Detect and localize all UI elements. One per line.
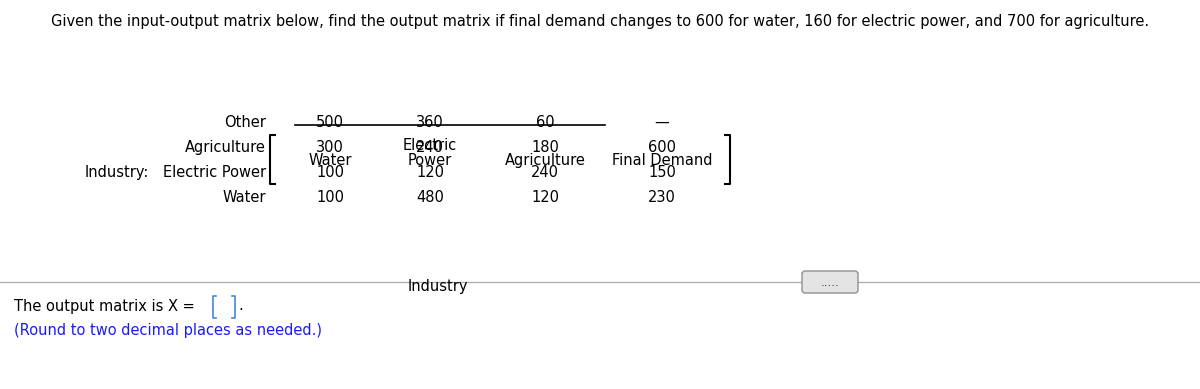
Text: 100: 100 <box>316 165 344 179</box>
Text: 500: 500 <box>316 114 344 130</box>
Text: The output matrix is X =: The output matrix is X = <box>14 298 194 314</box>
Text: .: . <box>238 298 242 314</box>
Text: 480: 480 <box>416 189 444 205</box>
Text: Industry:: Industry: <box>85 165 149 179</box>
Text: .....: ..... <box>821 275 839 289</box>
Text: 180: 180 <box>532 140 559 154</box>
FancyBboxPatch shape <box>802 271 858 293</box>
Text: Agriculture: Agriculture <box>185 140 266 154</box>
Text: Industry: Industry <box>407 279 468 294</box>
Text: Water: Water <box>222 189 266 205</box>
Text: 230: 230 <box>648 189 676 205</box>
Text: Electric Power: Electric Power <box>163 165 266 179</box>
Text: 360: 360 <box>416 114 444 130</box>
Text: 120: 120 <box>416 165 444 179</box>
Text: 120: 120 <box>530 189 559 205</box>
Text: 600: 600 <box>648 140 676 154</box>
Text: Final Demand: Final Demand <box>612 153 713 168</box>
Text: Electric: Electric <box>403 138 457 153</box>
Text: 150: 150 <box>648 165 676 179</box>
Text: —: — <box>655 114 670 130</box>
Text: 240: 240 <box>530 165 559 179</box>
Text: Power: Power <box>408 153 452 168</box>
Text: 100: 100 <box>316 189 344 205</box>
Text: 60: 60 <box>535 114 554 130</box>
Text: Water: Water <box>308 153 352 168</box>
Text: 240: 240 <box>416 140 444 154</box>
Text: (Round to two decimal places as needed.): (Round to two decimal places as needed.) <box>14 324 322 338</box>
Text: Other: Other <box>224 114 266 130</box>
Text: Agriculture: Agriculture <box>504 153 586 168</box>
Text: 300: 300 <box>316 140 344 154</box>
Text: Given the input-output matrix below, find the output matrix if final demand chan: Given the input-output matrix below, fin… <box>50 14 1150 29</box>
